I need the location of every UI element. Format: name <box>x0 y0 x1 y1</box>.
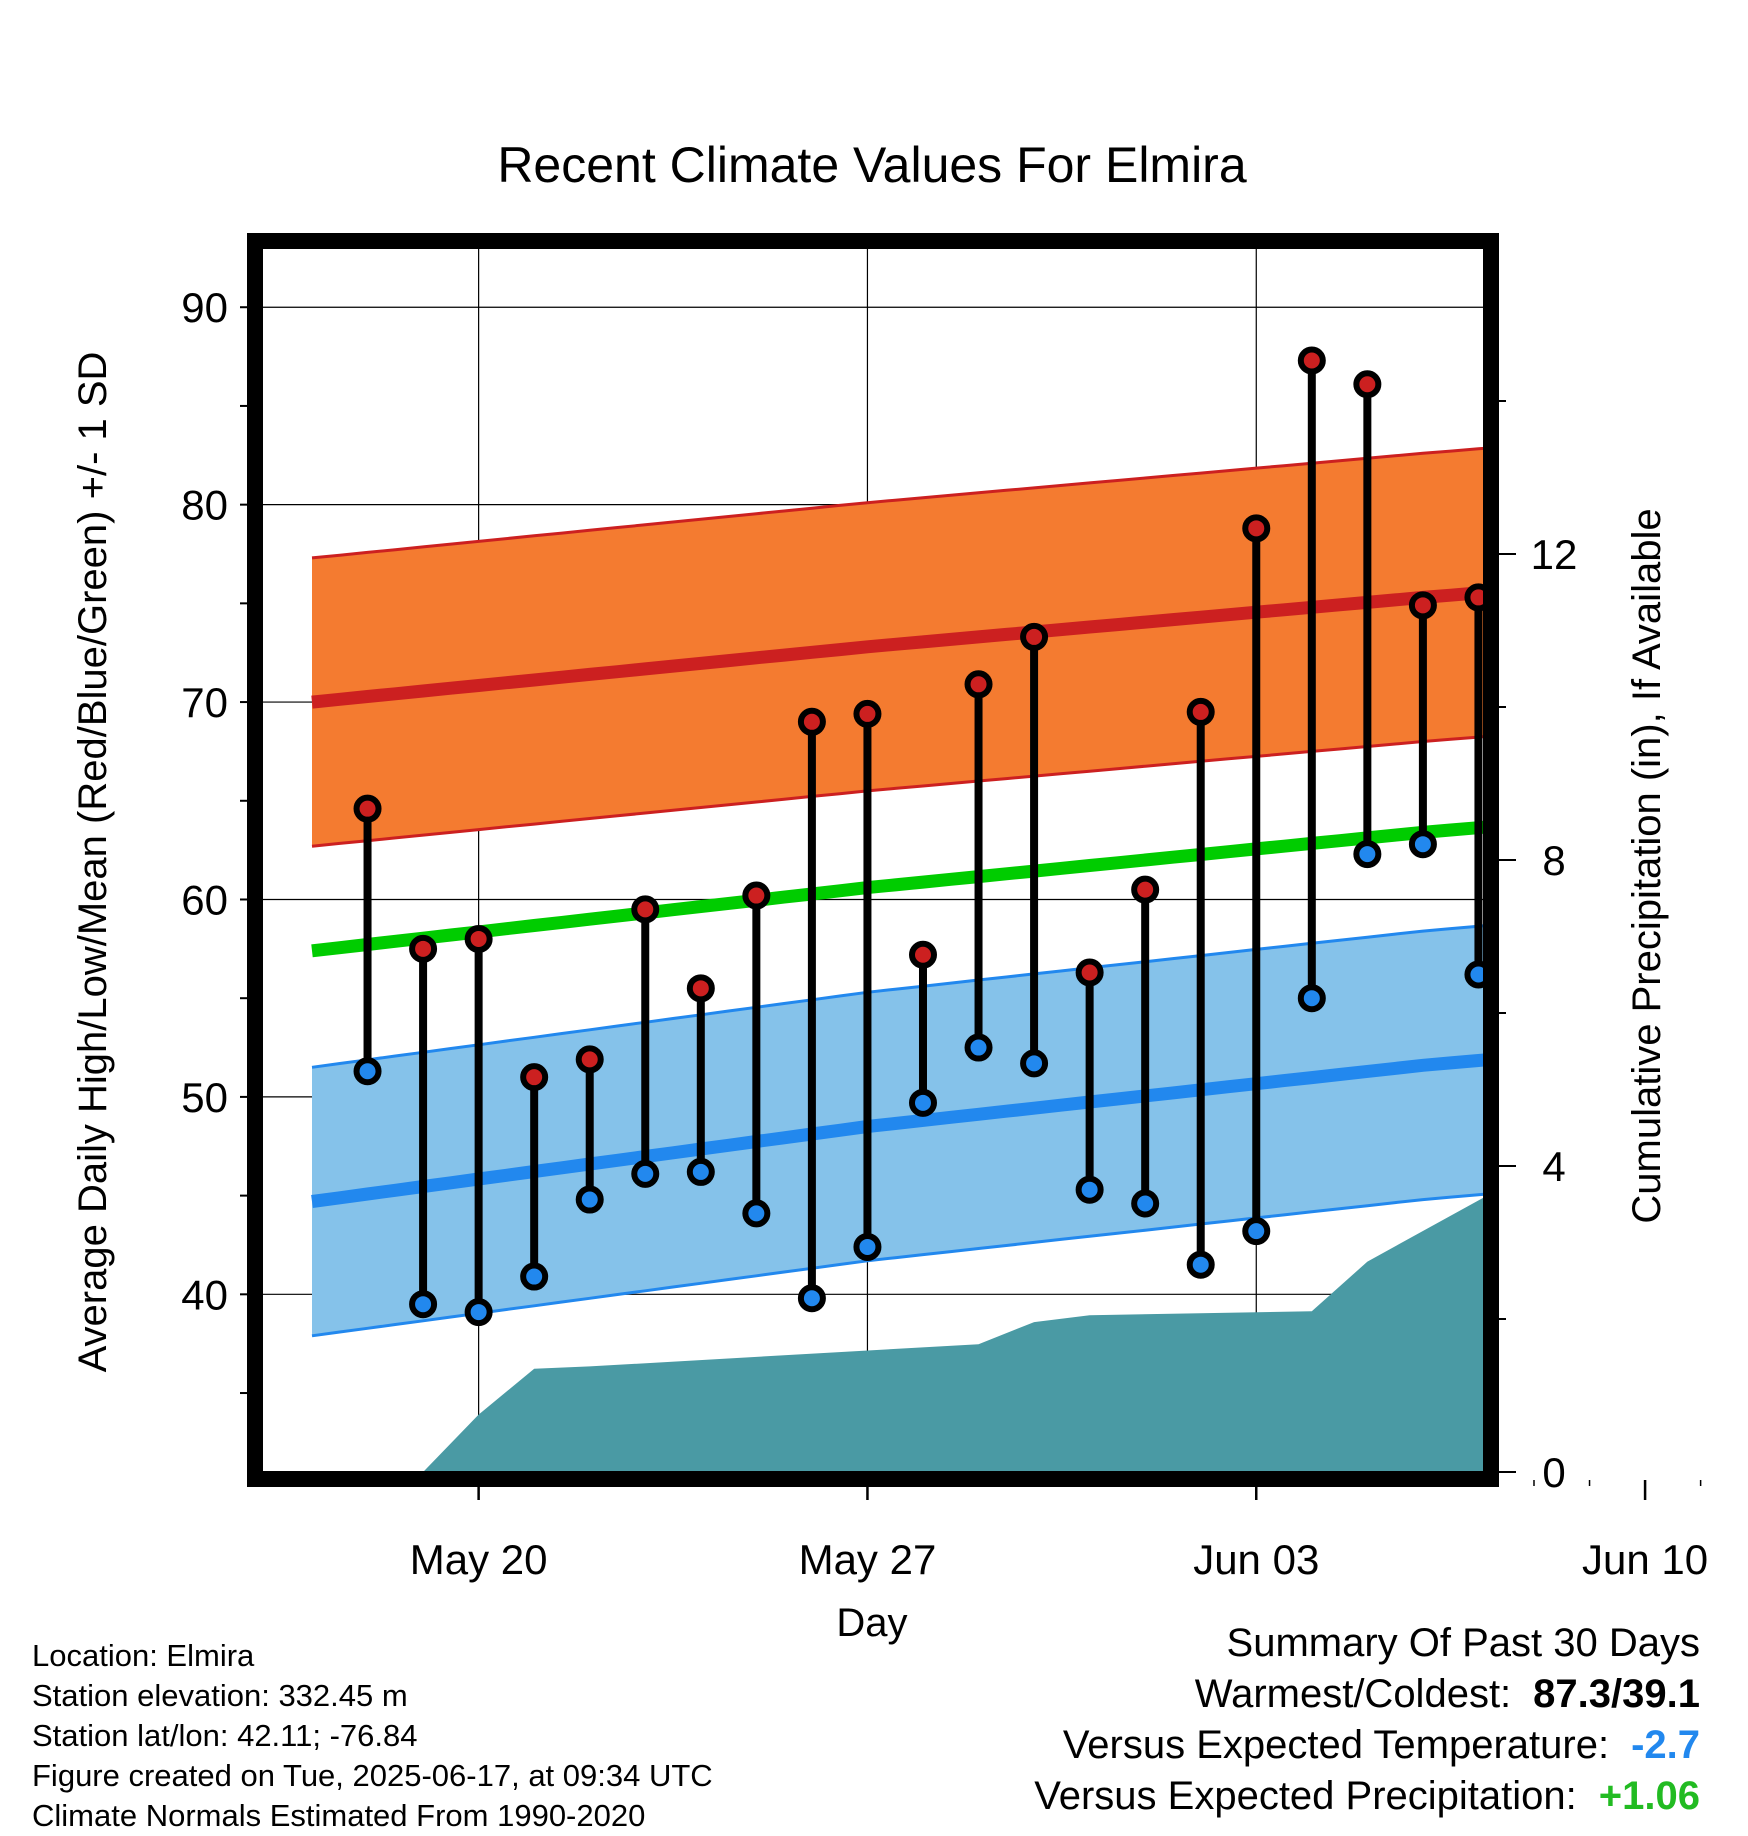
high-point <box>908 940 937 969</box>
warm-cold-value: 87.3/39.1 <box>1533 1672 1700 1716</box>
low-point <box>1242 1217 1271 1246</box>
y-tick-label: 80 <box>181 482 228 529</box>
high-point <box>1020 622 1049 651</box>
low-point <box>686 1157 715 1186</box>
low-sd-upper-line <box>311 924 1484 1069</box>
high-point <box>686 974 715 1003</box>
low-point <box>1131 1189 1160 1218</box>
station-info: Location: Elmira Station elevation: 332.… <box>32 1636 713 1836</box>
high-point <box>409 934 438 963</box>
low-sd-lower-line <box>311 1192 1484 1338</box>
low-point <box>353 1057 382 1086</box>
high-point <box>353 794 382 823</box>
y-tick-label: 60 <box>181 876 228 923</box>
high-point <box>520 1063 549 1092</box>
high-point <box>1186 697 1215 726</box>
low-point <box>631 1159 660 1188</box>
low-point <box>520 1262 549 1291</box>
y-axis-title: Average Daily High/Low/Mean (Red/Blue/Gr… <box>71 352 115 1373</box>
elevation-text: Station elevation: 332.45 m <box>32 1678 408 1713</box>
temp-vs-expected-label: Versus Expected Temperature: <box>1062 1723 1610 1767</box>
low-point <box>853 1232 882 1261</box>
high-point <box>1242 514 1271 543</box>
chart-title: Recent Climate Values For Elmira <box>497 137 1247 193</box>
normal-low-line <box>311 1053 1484 1208</box>
temp-vs-expected-value: -2.7 <box>1631 1723 1700 1767</box>
latlon-text: Station lat/lon: 42.11; -76.84 <box>32 1718 418 1753</box>
high-point <box>964 670 993 699</box>
x-tick-label: May 20 <box>410 1536 548 1583</box>
high-point <box>1464 583 1484 612</box>
high-sd-upper-line <box>311 446 1484 560</box>
y2-tick-label: 12 <box>1531 531 1578 578</box>
high-point <box>1297 346 1326 375</box>
high-point <box>1131 875 1160 904</box>
x-tick-label: Jun 10 <box>1582 1536 1708 1583</box>
low-point <box>1075 1175 1104 1204</box>
low-point <box>1690 1094 1712 1116</box>
summary-panel: Summary Of Past 30 Days Warmest/Coldest:… <box>1034 1618 1700 1822</box>
low-point <box>797 1284 826 1313</box>
summary-heading: Summary Of Past 30 Days <box>1226 1621 1700 1665</box>
low-point <box>1020 1049 1049 1078</box>
low-point <box>1297 984 1326 1013</box>
low-point <box>464 1298 493 1327</box>
low-point <box>742 1199 771 1228</box>
high-point <box>1075 958 1104 987</box>
high-point <box>575 1045 604 1074</box>
y2-axis-title: Cumulative Precipitation (in), If Availa… <box>1625 508 1669 1223</box>
normal-mean-line <box>311 820 1484 958</box>
y2-tick-label: 0 <box>1542 1449 1565 1496</box>
low-point <box>1408 830 1437 859</box>
high-point <box>1579 523 1601 545</box>
high-point <box>742 881 771 910</box>
high-point <box>1523 624 1545 646</box>
location-text: Location: Elmira <box>32 1638 255 1673</box>
low-point <box>575 1185 604 1214</box>
low-point <box>409 1290 438 1319</box>
warm-cold-label: Warmest/Coldest: <box>1194 1672 1512 1716</box>
high-point <box>1408 591 1437 620</box>
normal-high-line <box>311 585 1484 709</box>
x-tick-label: Jun 03 <box>1193 1536 1319 1583</box>
y-tick-label: 70 <box>181 679 228 726</box>
high-point <box>1690 480 1712 502</box>
high-point <box>631 895 660 924</box>
low-point <box>908 1088 937 1117</box>
x-tick-label: May 27 <box>799 1536 937 1583</box>
high-point <box>1353 370 1382 399</box>
y-tick-label: 50 <box>181 1074 228 1121</box>
y-tick-label: 40 <box>181 1271 228 1318</box>
high-point <box>464 924 493 953</box>
y2-tick-label: 4 <box>1542 1143 1565 1190</box>
precipitation-area <box>423 1197 1484 1472</box>
low-point <box>964 1033 993 1062</box>
x-axis-title: Day <box>836 1601 907 1645</box>
y-tick-label: 90 <box>181 284 228 331</box>
normals-text: Climate Normals Estimated From 1990-2020 <box>32 1798 646 1833</box>
high-point <box>797 707 826 736</box>
low-point <box>1523 1068 1545 1090</box>
low-point <box>1353 840 1382 869</box>
low-point <box>1464 960 1484 989</box>
high-point <box>853 699 882 728</box>
precip-vs-expected-label: Versus Expected Precipitation: <box>1034 1774 1577 1818</box>
created-text: Figure created on Tue, 2025-06-17, at 09… <box>32 1758 713 1793</box>
high-sd-lower-line <box>311 735 1484 848</box>
low-point <box>1186 1250 1215 1279</box>
y2-tick-label: 8 <box>1542 837 1565 884</box>
precip-vs-expected-value: +1.06 <box>1598 1774 1700 1818</box>
low-point <box>1579 885 1601 907</box>
